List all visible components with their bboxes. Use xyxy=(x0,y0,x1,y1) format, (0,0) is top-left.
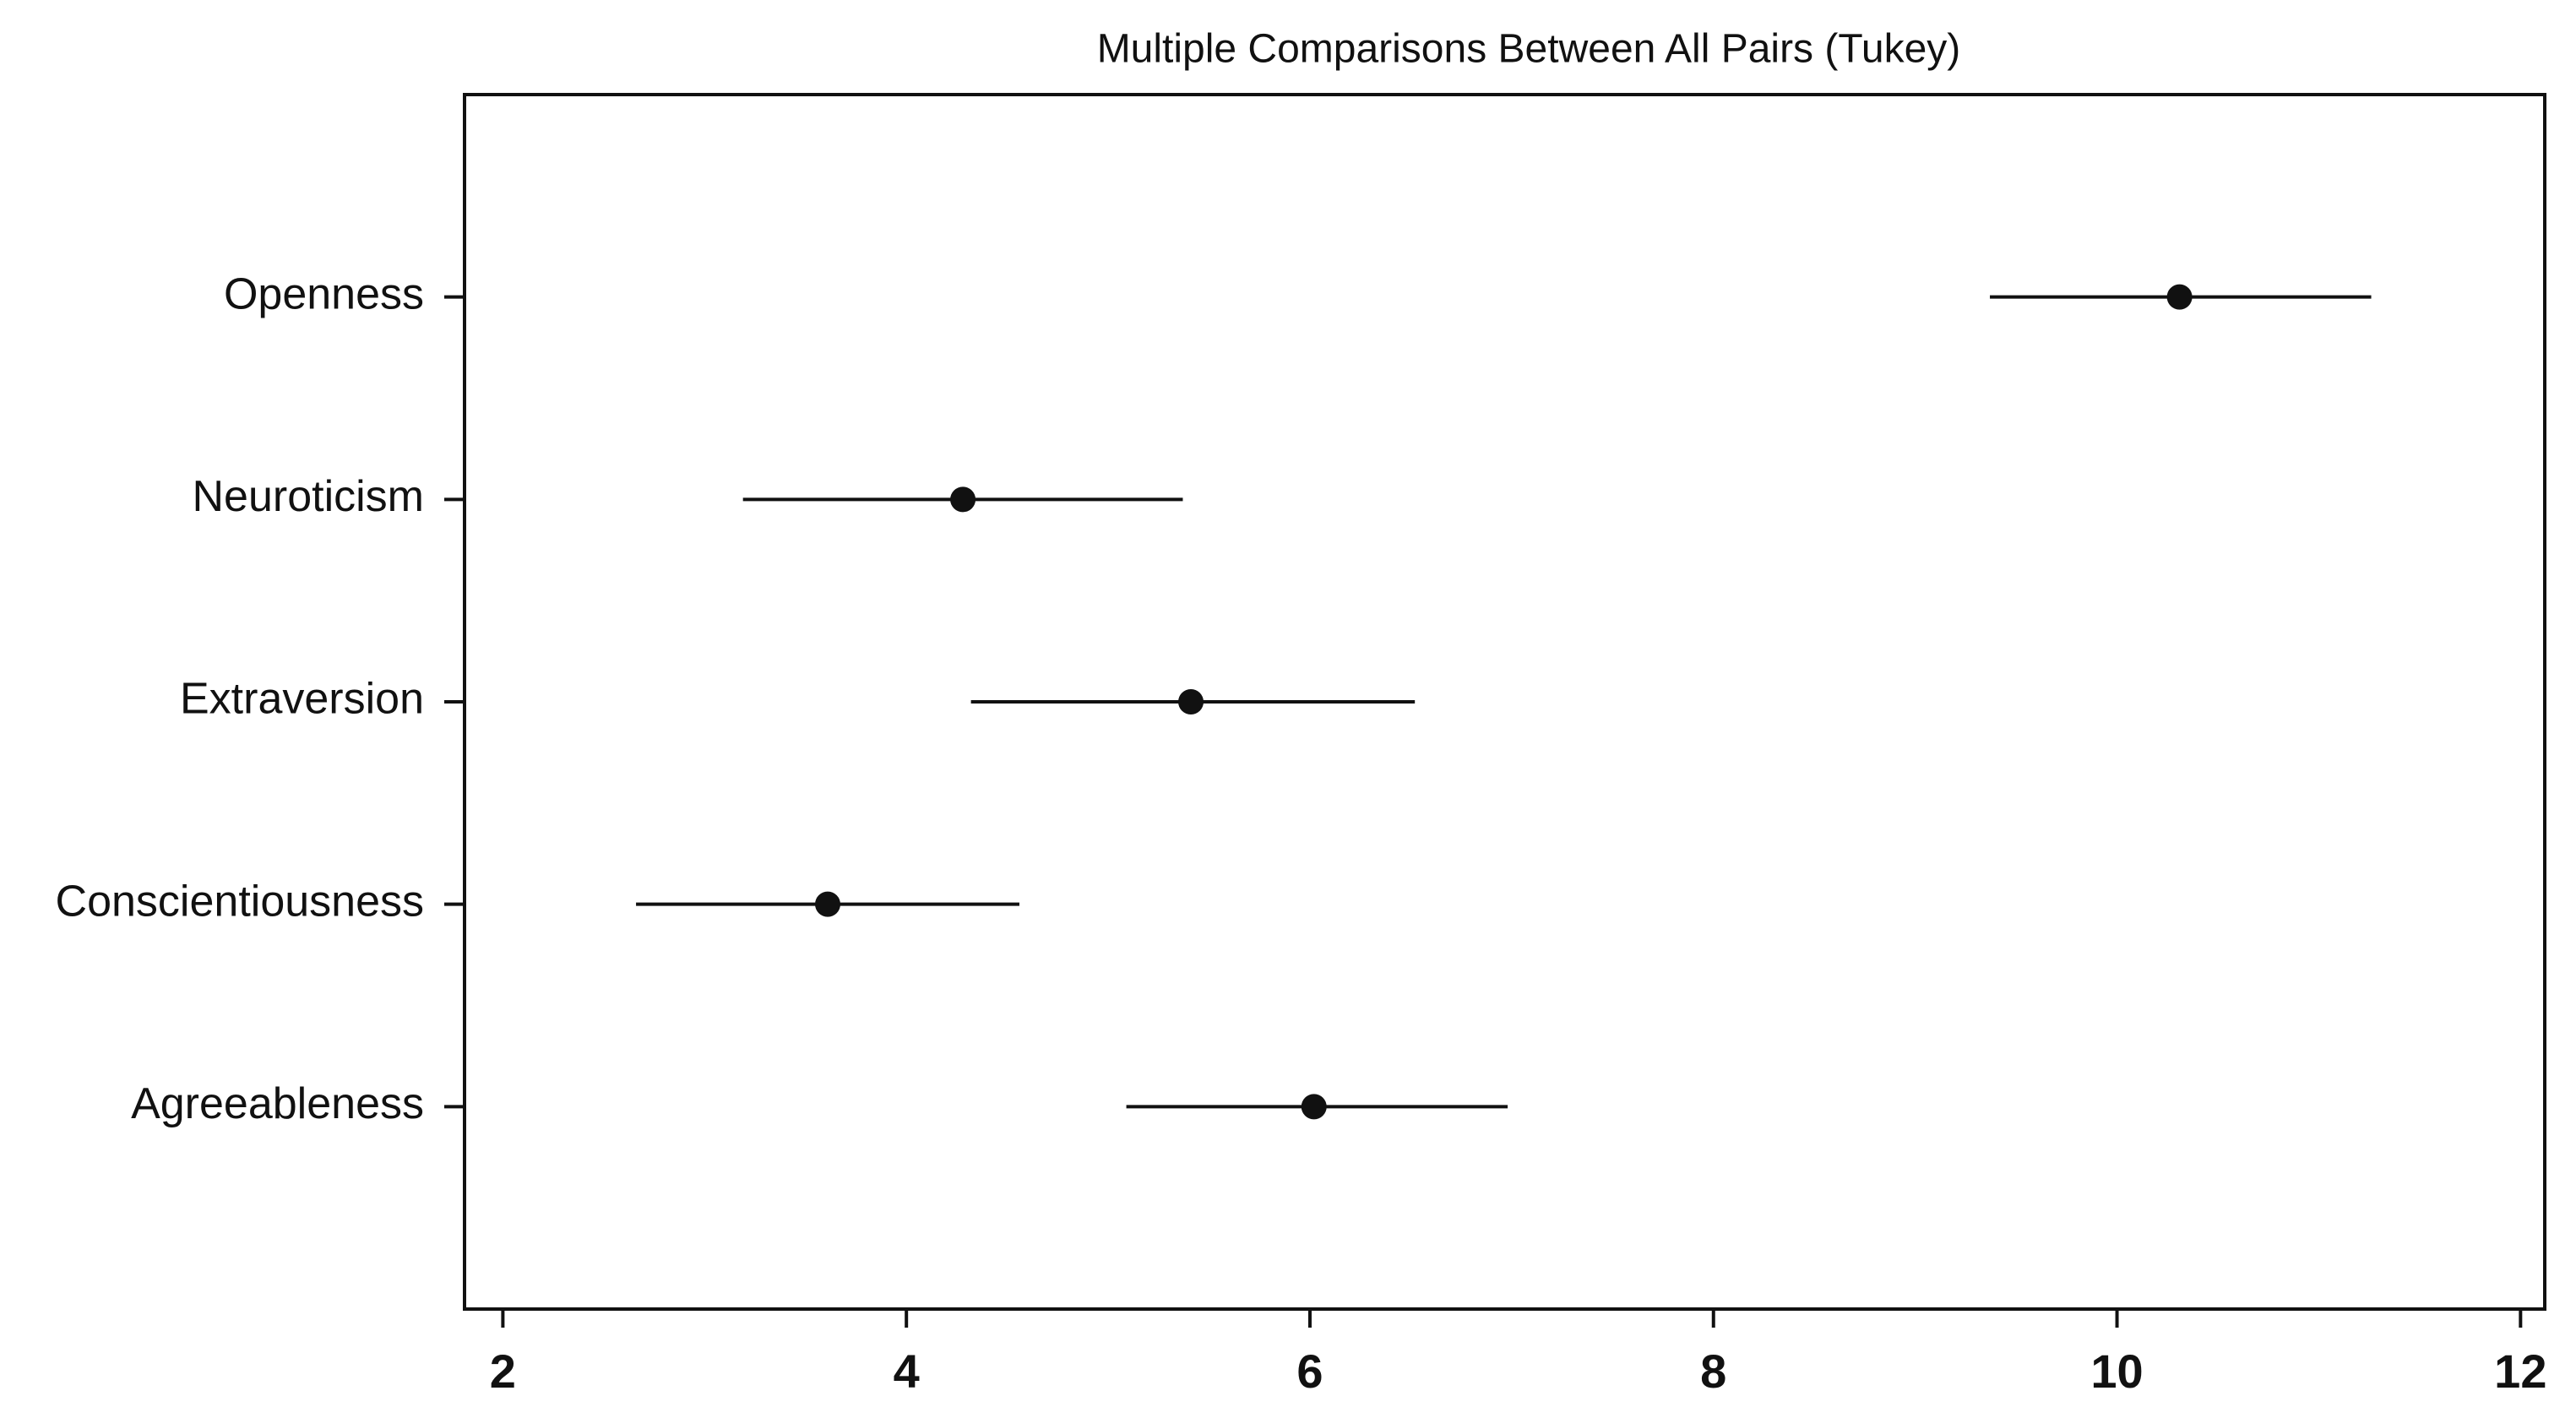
y-tick-label: Openness xyxy=(224,269,424,318)
x-tick-label: 6 xyxy=(1296,1345,1323,1398)
plot-frame xyxy=(463,93,2546,1311)
chart-title: Multiple Comparisons Between All Pairs (… xyxy=(1097,27,1961,72)
point xyxy=(815,891,841,917)
point xyxy=(950,486,976,513)
point xyxy=(1301,1094,1327,1120)
point xyxy=(2166,284,2193,310)
point xyxy=(1178,689,1204,714)
y-tick-label: Conscientiousness xyxy=(56,877,424,926)
y-tick-label: Extraversion xyxy=(180,675,424,724)
x-tick-label: 10 xyxy=(2090,1345,2143,1398)
x-tick-label: 2 xyxy=(490,1345,516,1398)
y-tick-label: Neuroticism xyxy=(193,472,425,521)
x-tick-label: 4 xyxy=(894,1345,920,1398)
y-tick-label: Agreeableness xyxy=(131,1079,424,1128)
x-tick-label: 12 xyxy=(2494,1345,2546,1398)
x-tick-label: 8 xyxy=(1700,1345,1726,1398)
